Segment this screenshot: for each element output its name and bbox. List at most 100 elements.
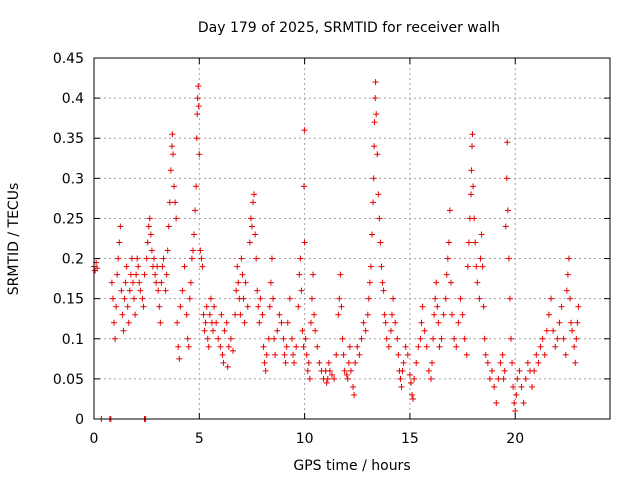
data-point	[219, 351, 226, 358]
data-point	[94, 265, 101, 272]
data-point	[427, 375, 434, 382]
data-point	[209, 327, 216, 334]
data-point	[509, 359, 516, 366]
data-point	[177, 303, 184, 310]
data-point	[563, 287, 570, 294]
data-point	[117, 223, 124, 230]
data-point	[211, 303, 218, 310]
data-point	[481, 335, 488, 342]
data-point	[499, 351, 506, 358]
data-point	[148, 247, 155, 254]
data-point	[256, 319, 263, 326]
data-point	[369, 231, 376, 238]
data-point	[192, 207, 199, 214]
data-point	[367, 263, 374, 270]
data-point	[347, 367, 354, 374]
data-point	[268, 255, 275, 262]
data-point	[417, 335, 424, 342]
data-point	[404, 351, 411, 358]
data-point	[409, 391, 416, 398]
data-point	[314, 343, 321, 350]
data-point	[333, 351, 340, 358]
data-point	[165, 223, 172, 230]
data-point	[425, 367, 432, 374]
data-point	[472, 239, 479, 246]
data-point	[465, 239, 472, 246]
data-point	[144, 239, 151, 246]
data-point	[308, 295, 315, 302]
data-point	[502, 223, 509, 230]
data-point	[418, 319, 425, 326]
data-point	[288, 335, 295, 342]
data-point	[469, 143, 476, 150]
data-point	[155, 287, 162, 294]
data-point	[520, 399, 527, 406]
data-point	[366, 279, 373, 286]
plot-frame	[93, 57, 611, 420]
data-point	[573, 335, 580, 342]
data-point	[272, 351, 279, 358]
data-point	[298, 287, 305, 294]
data-point	[116, 239, 123, 246]
data-point	[186, 295, 193, 302]
data-point	[440, 311, 447, 318]
data-point	[113, 303, 120, 310]
data-point	[194, 111, 201, 118]
data-point	[296, 271, 303, 278]
data-point	[537, 343, 544, 350]
data-point	[301, 127, 308, 134]
data-point	[471, 215, 478, 222]
data-point	[453, 343, 460, 350]
data-point	[552, 343, 559, 350]
data-point	[259, 311, 266, 318]
data-point	[389, 311, 396, 318]
y-tick-label: 0.45	[53, 51, 84, 67]
y-tick-label: 0	[75, 412, 84, 428]
data-point	[566, 295, 573, 302]
data-point	[550, 327, 557, 334]
data-point	[378, 263, 385, 270]
data-point	[352, 359, 359, 366]
data-point	[140, 303, 147, 310]
data-point	[364, 311, 371, 318]
data-point	[154, 263, 161, 270]
data-point	[399, 367, 406, 374]
data-point	[346, 343, 353, 350]
data-point	[278, 319, 285, 326]
data-point	[429, 359, 436, 366]
data-point	[300, 343, 307, 350]
data-point	[250, 199, 257, 206]
data-point	[374, 151, 381, 158]
data-point	[225, 343, 232, 350]
data-point	[446, 207, 453, 214]
data-point	[267, 279, 274, 286]
data-point	[474, 279, 481, 286]
data-point	[233, 287, 240, 294]
x-tick-label: 15	[401, 431, 419, 447]
data-point	[491, 383, 498, 390]
data-point	[169, 151, 176, 158]
data-point	[476, 295, 483, 302]
data-point	[522, 375, 529, 382]
data-point	[387, 327, 394, 334]
data-point	[508, 335, 515, 342]
data-point	[459, 311, 466, 318]
data-point	[157, 319, 164, 326]
data-point	[240, 295, 247, 302]
data-point	[120, 327, 127, 334]
data-point	[354, 343, 361, 350]
data-point	[301, 239, 308, 246]
data-point	[533, 351, 540, 358]
data-point	[469, 131, 476, 138]
data-point	[343, 371, 350, 378]
data-point	[262, 367, 269, 374]
data-point	[325, 359, 332, 366]
data-point	[351, 391, 358, 398]
data-point	[197, 247, 204, 254]
y-tick-label: 0.35	[53, 131, 84, 147]
x-axis-ticks: 0 5 10 15 20	[90, 58, 524, 447]
data-point	[218, 311, 225, 318]
data-point	[175, 343, 182, 350]
data-point	[310, 271, 317, 278]
data-point	[514, 375, 521, 382]
